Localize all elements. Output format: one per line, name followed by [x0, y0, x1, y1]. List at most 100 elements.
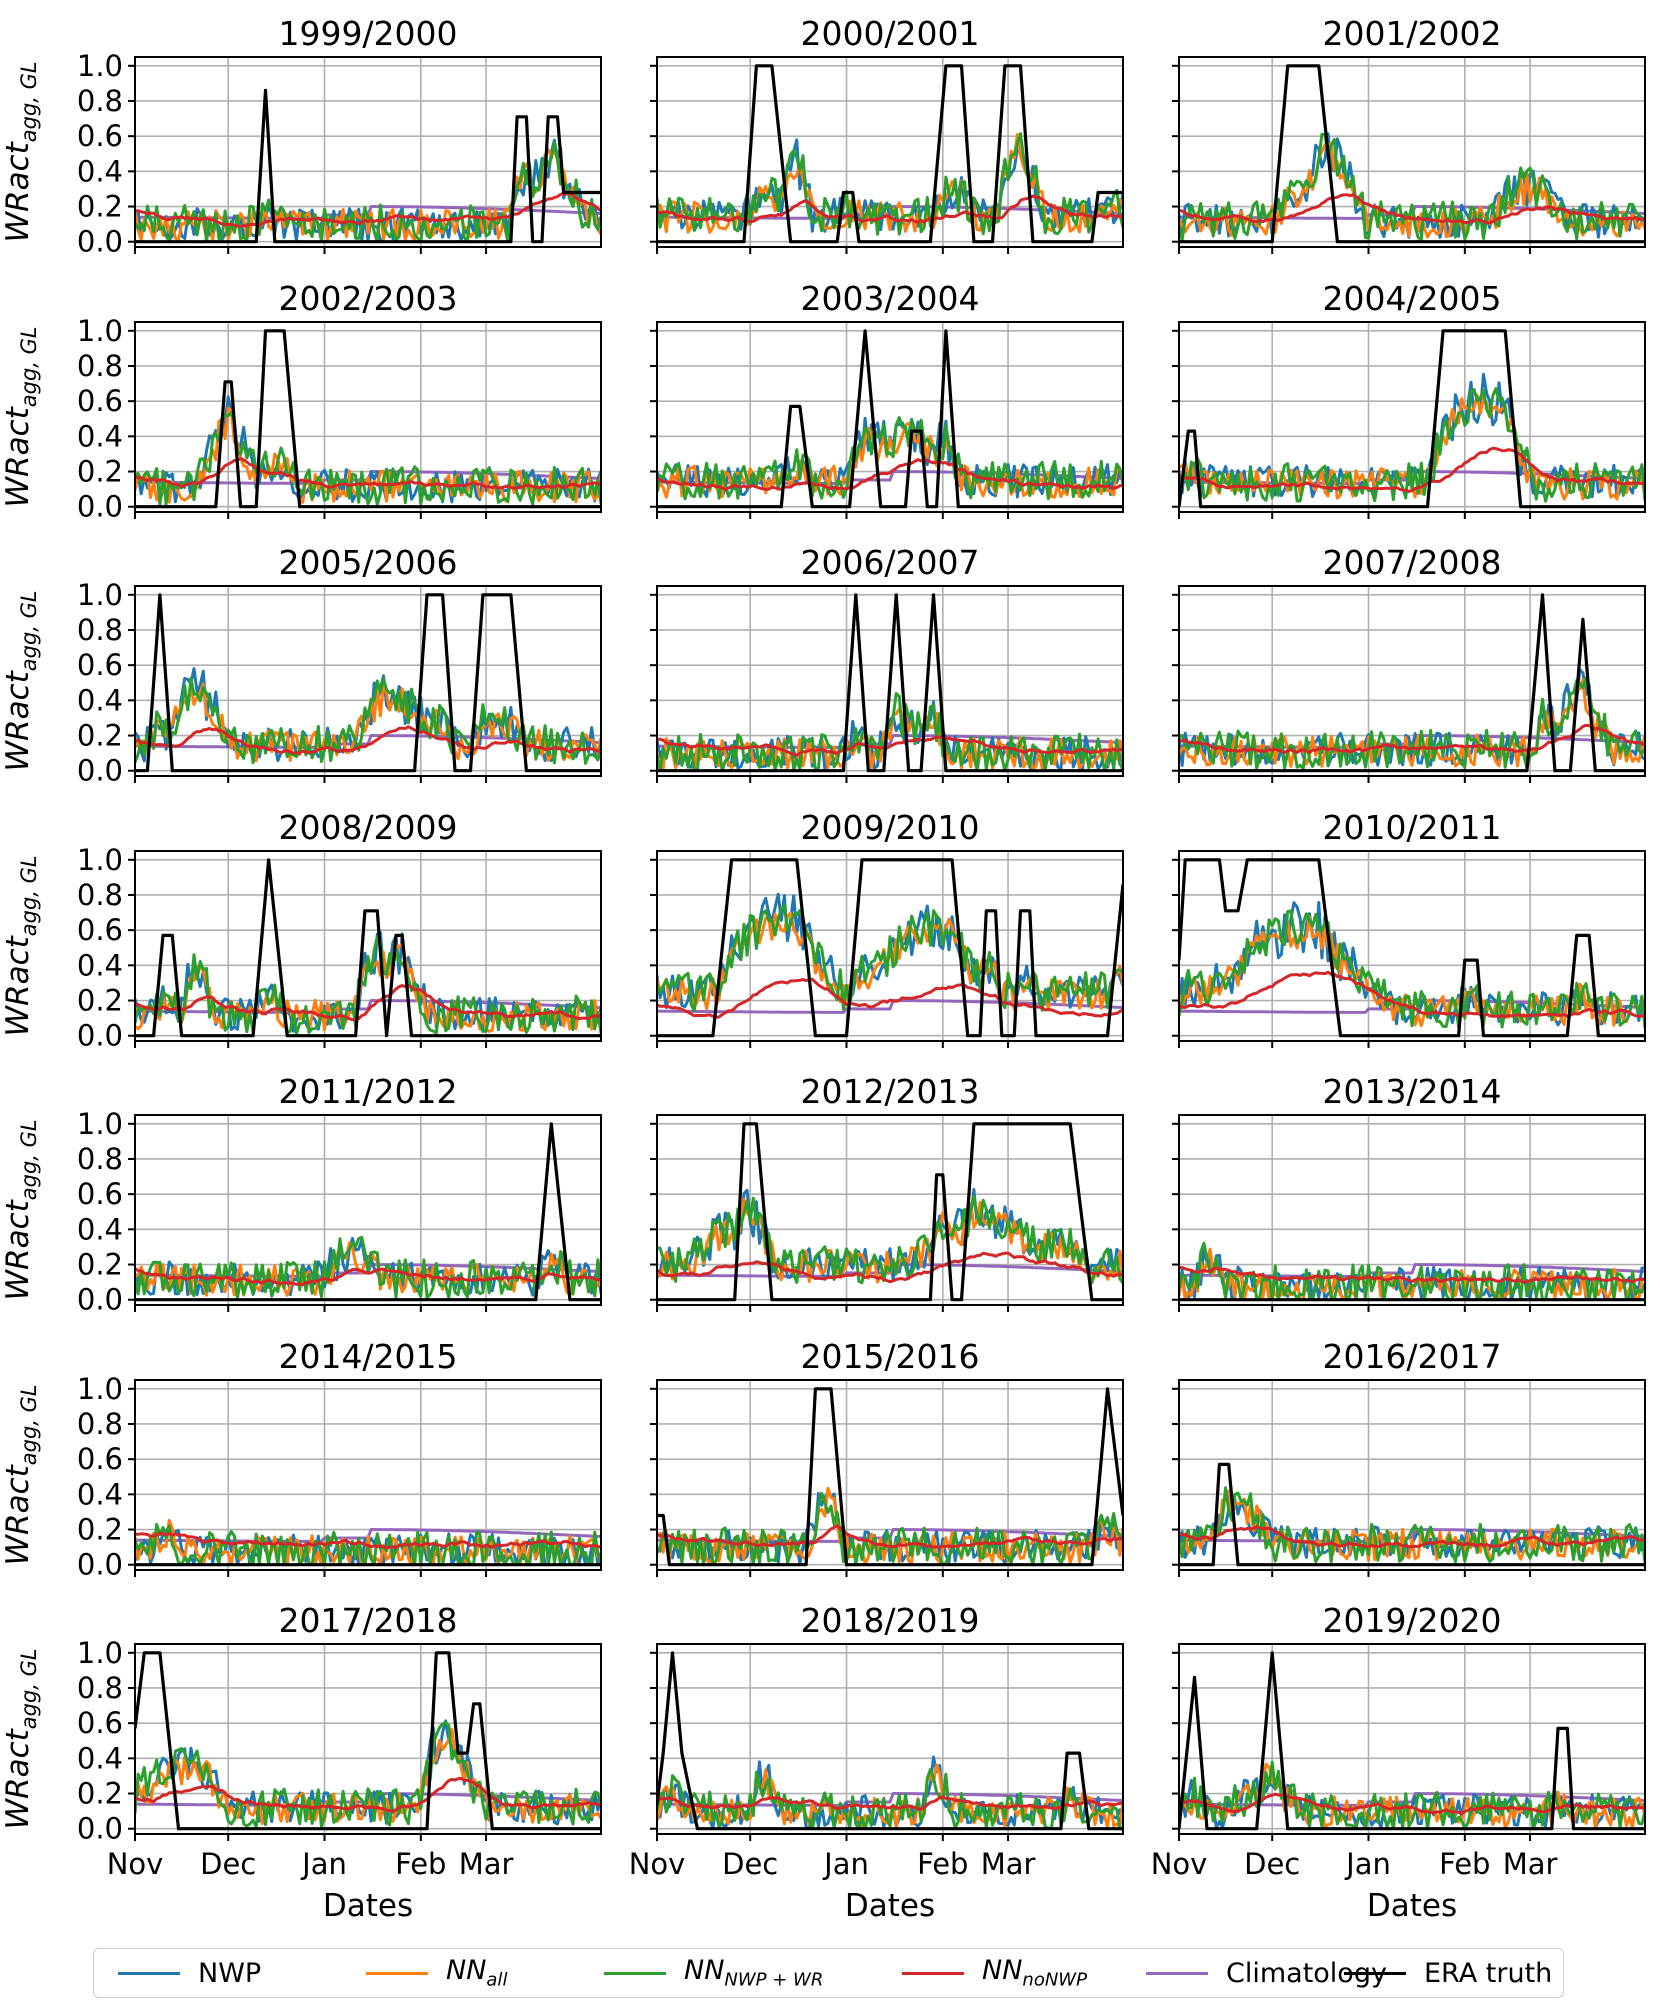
panel-2002-2003: 2002/2003 0.00.20.40.60.81.0 WRactagg, GL: [0, 279, 602, 524]
nn-nonwp-line: [135, 1531, 601, 1550]
panel-frame: [656, 56, 1124, 248]
panel-title: 2012/2013: [800, 1072, 979, 1111]
x-axis-label: Dates: [1367, 1888, 1457, 1924]
y-axis-label-main: WRact: [0, 1198, 36, 1300]
nn-nonwp-line: [135, 1267, 601, 1287]
y-tick-label: 1.0: [77, 1636, 123, 1670]
x-axis-label: Dates: [845, 1888, 935, 1924]
nn-all-line: [1179, 1247, 1645, 1302]
climatology-line: [657, 999, 1123, 1014]
y-axis-label: WRactagg, GL: [0, 590, 41, 771]
x-tick-label: Jan: [1344, 1847, 1391, 1881]
nn-nwp-wr-line: [1179, 387, 1645, 503]
nwp-line: [657, 700, 1123, 771]
nn-nwp-wr-line: [135, 1721, 601, 1829]
y-tick-label: 0.0: [77, 1019, 123, 1053]
y-axis-label: WRactagg, GL: [0, 61, 41, 242]
nn-nwp-wr-line: [657, 1491, 1123, 1567]
era-truth-line: [1179, 1462, 1645, 1567]
panel-series: [1179, 329, 1645, 509]
nn-all-line: [1179, 1489, 1645, 1562]
y-tick-label: 0.6: [77, 1442, 123, 1476]
panel-2008-2009: 2008/2009 0.00.20.40.60.81.0 WRactagg, GL: [0, 808, 602, 1053]
y-tick-label: 0.4: [77, 948, 123, 982]
panel-title: 2003/2004: [800, 279, 979, 318]
panel-2019-2020: 2019/2020 Nov Dec Jan Feb Mar Dates: [1151, 1601, 1646, 1924]
panel-2010-2011: 2010/2011: [1172, 808, 1646, 1048]
y-tick-label: 0.8: [77, 613, 123, 647]
y-tick-label: 0.4: [77, 1741, 123, 1775]
y-tick-label: 1.0: [77, 1372, 123, 1406]
panel-frame: [1178, 56, 1646, 248]
nn-nwp-wr-line: [657, 416, 1123, 501]
panel-title: 2009/2010: [800, 808, 979, 847]
panel-title: 2017/2018: [278, 1601, 457, 1640]
panel-frame: [134, 1114, 602, 1306]
y-axis-label-main: WRact: [0, 140, 36, 242]
legend-item-nwp: NWP: [118, 1949, 261, 1997]
panel-2009-2010: 2009/2010: [650, 808, 1124, 1048]
nn-nwp-wr-line: [1179, 909, 1645, 1029]
era-truth-line: [135, 88, 601, 244]
y-tick-label: 0.4: [77, 419, 123, 453]
panel-2004-2005: 2004/2005: [1172, 279, 1646, 519]
nn-nwp-wr-line: [1179, 676, 1645, 771]
panel-2017-2018: 2017/2018 0.00.20.40.60.81.0 Nov Dec Jan Feb M…: [0, 1601, 602, 1924]
y-axis-label: WRactagg, GL: [0, 1384, 41, 1565]
panel-frame: [1178, 1379, 1646, 1571]
x-tick-label: Feb: [1439, 1847, 1490, 1881]
legend-swatch-era: [1344, 1971, 1406, 1975]
era-truth-line: [1179, 858, 1645, 1038]
nn-nonwp-line: [657, 1524, 1123, 1549]
nn-nwp-wr-line: [1179, 132, 1645, 242]
legend: NWP NNall NNNWP + WR NNnoNWP Climatology…: [93, 1948, 1564, 1998]
panel-frame: [134, 321, 602, 513]
nn-nonwp-line: [1179, 1792, 1645, 1815]
y-tick-label: 0.2: [77, 719, 123, 753]
legend-swatch-nwp: [118, 1971, 180, 1975]
x-tick-label: Jan: [822, 1847, 869, 1881]
y-tick-label: 0.4: [77, 1477, 123, 1511]
y-tick-label: 0.2: [77, 984, 123, 1018]
nn-nwp-wr-line: [135, 1522, 601, 1567]
panel-title: 2018/2019: [800, 1601, 979, 1640]
panel-2007-2008: 2007/2008: [1172, 543, 1646, 783]
panel-series: [1179, 1241, 1645, 1302]
x-tick-label: Dec: [1244, 1847, 1300, 1881]
panel-frame: [656, 1114, 1124, 1306]
nn-nwp-wr-line: [135, 935, 601, 1035]
nn-nonwp-line: [1179, 446, 1645, 493]
legend-label-nwp: NWP: [198, 1957, 262, 1989]
panel-frame: [656, 585, 1124, 777]
nn-nonwp-line: [657, 977, 1123, 1019]
nn-nonwp-line: [1179, 193, 1645, 225]
y-tick-label: 0.0: [77, 1812, 123, 1846]
y-axis-label-sub: agg, GL: [17, 326, 41, 407]
x-tick-label: Dec: [722, 1847, 778, 1881]
y-tick-label: 1.0: [77, 843, 123, 877]
y-tick-label: 0.6: [77, 648, 123, 682]
x-tick-label: Jan: [300, 1847, 347, 1881]
panel-series: [657, 1122, 1123, 1302]
era-truth-line: [1179, 64, 1645, 244]
x-axis-label: Dates: [323, 1888, 413, 1924]
panel-2011-2012: 2011/2012 0.00.20.40.60.81.0 WRactagg, GL: [0, 1072, 602, 1317]
panel-title: 1999/2000: [278, 14, 457, 53]
nn-nwp-wr-line: [1179, 1486, 1645, 1564]
nn-nonwp-line: [657, 1795, 1123, 1811]
y-axis-label: WRactagg, GL: [0, 1119, 41, 1300]
y-axis-label: WRactagg, GL: [0, 1648, 41, 1829]
nn-nonwp-line: [657, 194, 1123, 224]
panel-series: [135, 593, 601, 773]
y-tick-label: 0.2: [77, 190, 123, 224]
x-tick-label: Nov: [1151, 1847, 1208, 1881]
panel-2001-2002: 2001/2002: [1172, 14, 1646, 254]
nn-nwp-wr-line: [135, 1235, 601, 1300]
panel-series: [1179, 593, 1645, 773]
y-axis-label-sub: agg, GL: [17, 61, 41, 142]
nn-nonwp-line: [135, 983, 601, 1022]
panel-series: [135, 329, 601, 509]
y-axis-label-sub: agg, GL: [17, 590, 41, 671]
nn-nonwp-line: [1179, 723, 1645, 754]
